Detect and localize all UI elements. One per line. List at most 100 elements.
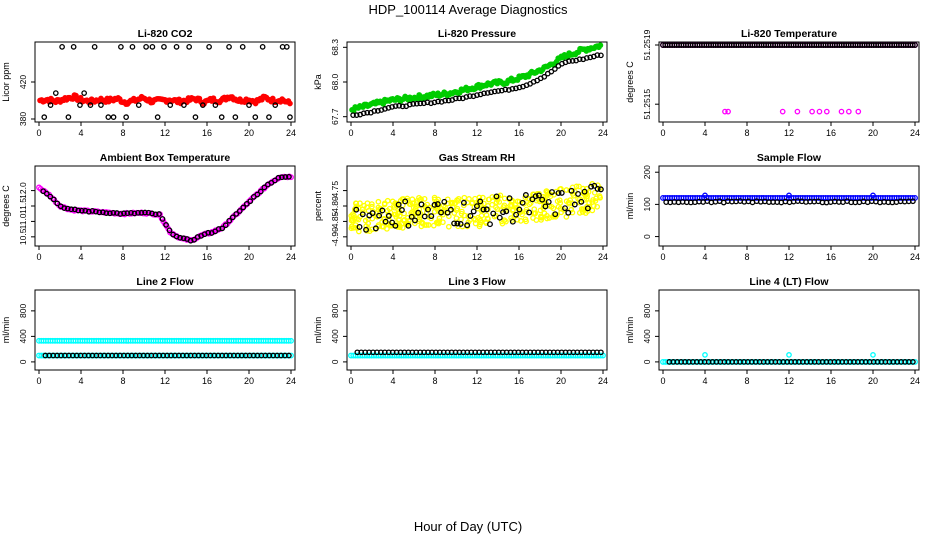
plot-frame — [658, 165, 920, 247]
data-point — [779, 108, 786, 115]
data-point — [287, 114, 293, 121]
data-point — [487, 221, 493, 228]
data-point — [52, 90, 59, 96]
data-point — [369, 210, 376, 217]
data-point — [473, 203, 480, 210]
data-point — [181, 102, 187, 108]
data-point — [566, 58, 572, 64]
x-tick-label: 8 — [120, 252, 125, 262]
x-tick-label: 8 — [744, 376, 749, 386]
x-tick-label: 16 — [202, 376, 212, 386]
data-point — [212, 102, 219, 108]
x-tick-label: 12 — [160, 252, 170, 262]
x-tick-label: 8 — [744, 252, 749, 262]
data-point — [575, 190, 582, 197]
data-point — [191, 236, 197, 243]
y-tick-label: 11.0 — [18, 213, 28, 229]
x-tick-label: 8 — [744, 128, 749, 138]
data-point — [87, 102, 94, 108]
data-point — [363, 226, 369, 233]
y-axis-label: ml/min — [625, 317, 635, 344]
data-point — [381, 200, 388, 207]
data-point — [451, 210, 458, 216]
data-point — [855, 108, 862, 115]
data-point — [495, 88, 502, 94]
x-tick-label: 0 — [348, 376, 353, 386]
data-point — [392, 103, 399, 109]
x-tick-label: 24 — [598, 252, 608, 262]
data-point — [364, 109, 371, 116]
data-point — [396, 213, 403, 220]
panel-8: Line 3 Flow ml/min 0 4 8 12 16 20 24 0 400 800 — [313, 276, 608, 386]
data-point — [350, 112, 356, 119]
data-point — [506, 195, 513, 202]
data-point — [552, 213, 559, 220]
data-point — [546, 215, 553, 221]
x-tick-label: 0 — [36, 128, 41, 138]
data-point — [557, 200, 564, 206]
data-point — [272, 102, 279, 108]
data-point — [453, 215, 460, 222]
data-point — [252, 114, 259, 121]
panel-1: Li-820 CO2 Licor ppm 0 4 8 12 16 20 24 380 420 — [1, 28, 296, 138]
data-point — [229, 214, 236, 221]
data-point — [143, 43, 149, 50]
data-point — [167, 102, 174, 108]
data-point — [598, 349, 604, 356]
data-point — [282, 174, 289, 180]
data-point — [581, 188, 588, 195]
x-tick-label: 20 — [556, 128, 566, 138]
data-point — [43, 190, 50, 197]
panel-title: Sample Flow — [757, 152, 822, 164]
x-tick-label: 20 — [244, 252, 254, 262]
x-tick-label: 0 — [36, 376, 41, 386]
data-point — [61, 205, 68, 211]
data-point — [96, 209, 103, 216]
data-point — [100, 209, 106, 216]
data-point — [458, 216, 464, 223]
data-point — [372, 225, 379, 232]
data-point — [254, 191, 261, 198]
data-point — [444, 209, 451, 216]
data-point — [786, 352, 792, 358]
data-point — [493, 204, 499, 211]
panel-title: Gas Stream RH — [439, 152, 515, 164]
data-point — [593, 195, 599, 202]
data-point — [597, 352, 604, 359]
data-point — [584, 205, 591, 212]
data-point — [509, 85, 516, 92]
data-point — [838, 108, 845, 115]
data-point — [445, 223, 452, 230]
data-point — [247, 198, 254, 205]
y-axis-label: ml/min — [625, 193, 635, 220]
data-point — [562, 205, 568, 212]
data-point — [589, 207, 596, 214]
plot-frame — [658, 289, 920, 371]
data-point — [287, 100, 293, 107]
data-point — [163, 222, 169, 228]
data-point — [77, 102, 83, 108]
data-point — [523, 208, 530, 215]
data-point — [482, 218, 489, 225]
data-point — [434, 219, 441, 226]
panel-3: Li-820 Temperature degrees C 0 4 8 12 16 20 24 51… — [625, 28, 920, 138]
data-point — [490, 210, 497, 217]
x-tick-label: 0 — [660, 128, 665, 138]
data-point — [376, 212, 383, 219]
data-point — [257, 188, 264, 195]
data-point — [369, 215, 376, 222]
y-tick-label: 380 — [18, 112, 28, 126]
data-point — [519, 199, 526, 206]
data-point — [589, 199, 596, 205]
data-point — [91, 43, 98, 50]
x-tick-label: 24 — [910, 252, 920, 262]
data-point — [392, 222, 399, 229]
data-point — [222, 222, 229, 229]
data-point — [85, 208, 92, 215]
panel-title: Line 2 Flow — [136, 276, 194, 288]
data-point — [399, 103, 406, 110]
data-point — [418, 201, 425, 208]
data-point — [597, 42, 604, 49]
data-point — [597, 186, 604, 193]
